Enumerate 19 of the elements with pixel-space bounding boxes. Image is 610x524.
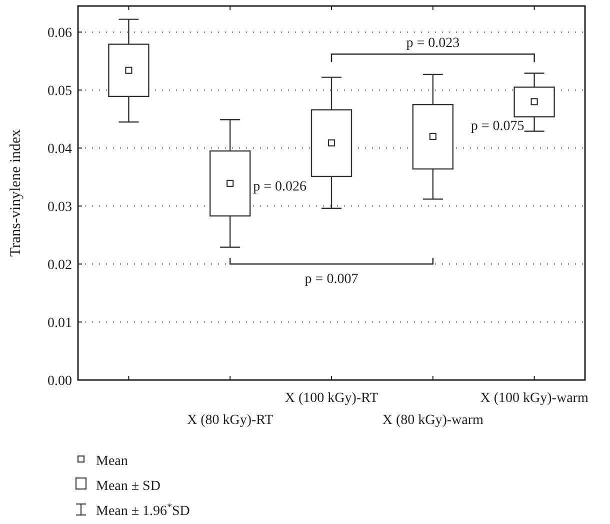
y-tick-label: 0.06 (48, 26, 72, 41)
x-tick-label: X (80 kGy)-warm (382, 413, 484, 428)
annotation: p = 0.023 (406, 36, 460, 52)
x-tick-label: X (100 kGy)-warm (480, 391, 588, 406)
y-axis-title: Trans-vinylene index (8, 128, 24, 257)
y-tick-label: 0.00 (48, 374, 72, 389)
y-tick-label: 0.05 (48, 84, 72, 99)
y-tick-label: 0.03 (48, 200, 72, 215)
x-tick-label: X (80 kGy)-RT (186, 413, 274, 428)
annotation: p = 0.075 (470, 118, 524, 134)
text: Mean (96, 454, 128, 469)
annotation: p = 0.026 (253, 179, 307, 194)
y-tick-label: 0.04 (48, 142, 72, 157)
x-tick-label: X (100 kGy)-RT (284, 391, 379, 406)
text: Mean ± 1.96$^{*}$SD (96, 501, 190, 519)
y-tick-label: 0.02 (48, 258, 72, 273)
text: Mean ± SD (96, 478, 160, 494)
annotation: p = 0.007 (304, 272, 358, 288)
y-tick-label: 0.01 (48, 316, 72, 331)
